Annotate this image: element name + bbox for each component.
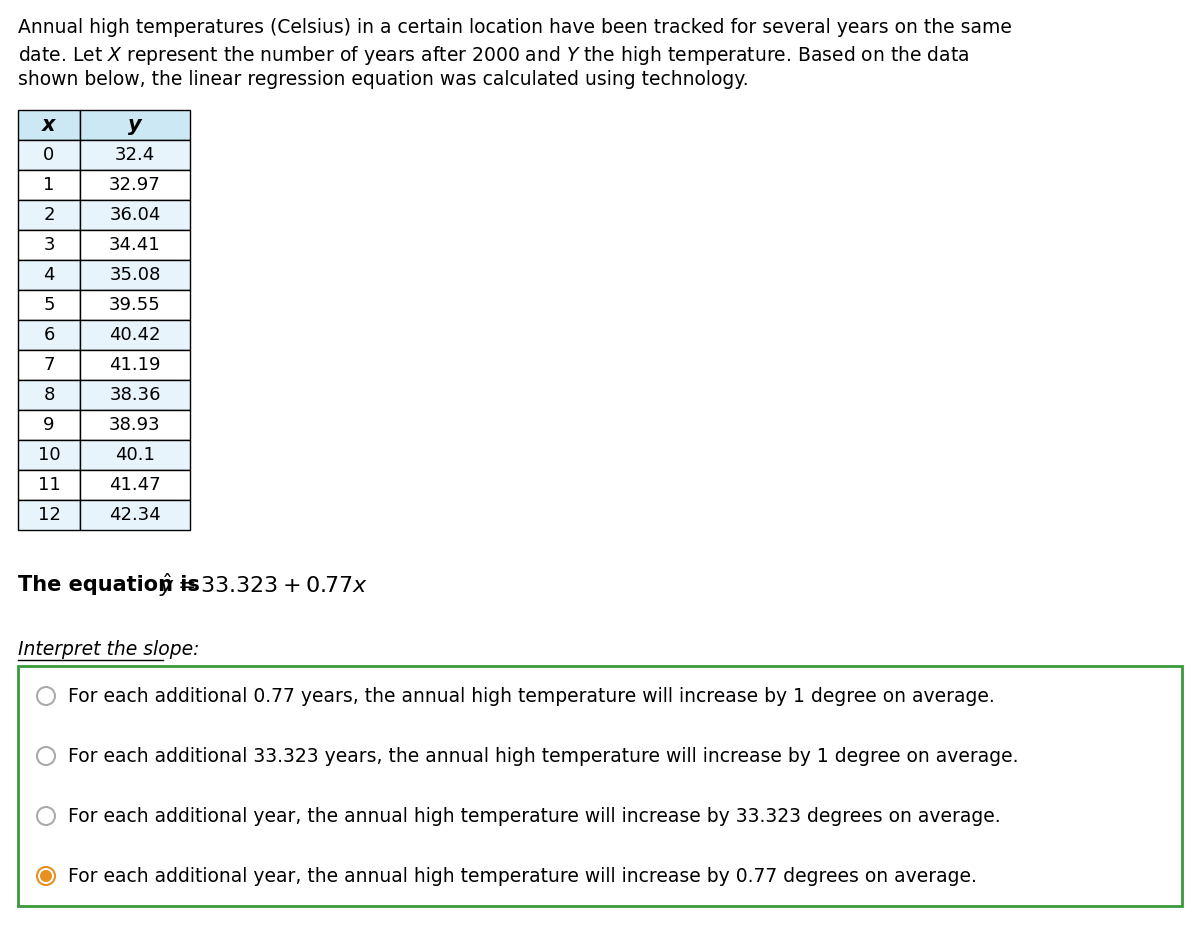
Circle shape [37, 867, 55, 885]
Bar [80, 260, 190, 290]
Text: $\hat{y} = 33.323 + 0.77x$: $\hat{y} = 33.323 + 0.77x$ [158, 571, 367, 599]
Text: 40.1: 40.1 [115, 446, 155, 464]
Text: 42.34: 42.34 [109, 506, 161, 524]
Bar [80, 170, 190, 200]
Text: For each additional year, the annual high temperature will increase by 33.323 de: For each additional year, the annual hig… [68, 806, 1001, 825]
Text: y: y [128, 115, 142, 135]
Circle shape [37, 747, 55, 765]
Bar [80, 470, 190, 500]
Bar [18, 380, 80, 410]
Bar [18, 170, 80, 200]
Text: For each additional 33.323 years, the annual high temperature will increase by 1: For each additional 33.323 years, the an… [68, 746, 1019, 766]
Bar [80, 290, 190, 320]
Text: 38.36: 38.36 [109, 386, 161, 404]
Text: 7: 7 [43, 356, 55, 374]
Bar [18, 666, 1182, 906]
Text: date. Let $X$ represent the number of years after 2000 and $Y$ the high temperat: date. Let $X$ represent the number of ye… [18, 44, 970, 67]
Bar [18, 200, 80, 230]
Bar [18, 350, 80, 380]
Text: 32.4: 32.4 [115, 146, 155, 164]
Bar [18, 140, 80, 170]
Text: 34.41: 34.41 [109, 236, 161, 254]
Bar [18, 440, 80, 470]
Text: 41.19: 41.19 [109, 356, 161, 374]
Bar [18, 500, 80, 530]
Text: 11: 11 [37, 476, 60, 494]
Text: 3: 3 [43, 236, 55, 254]
Bar [80, 500, 190, 530]
Bar [80, 230, 190, 260]
Bar [80, 410, 190, 440]
Text: 2: 2 [43, 206, 55, 224]
Text: 40.42: 40.42 [109, 326, 161, 344]
Bar [80, 320, 190, 350]
Text: x: x [42, 115, 55, 135]
Text: 10: 10 [37, 446, 60, 464]
Circle shape [37, 687, 55, 705]
Text: For each additional year, the annual high temperature will increase by 0.77 degr: For each additional year, the annual hig… [68, 867, 977, 885]
Text: 41.47: 41.47 [109, 476, 161, 494]
Text: 12: 12 [37, 506, 60, 524]
Text: 39.55: 39.55 [109, 296, 161, 314]
Text: Annual high temperatures (Celsius) in a certain location have been tracked for s: Annual high temperatures (Celsius) in a … [18, 18, 1012, 37]
Text: Interpret the slope:: Interpret the slope: [18, 640, 199, 659]
Bar [80, 380, 190, 410]
Bar [18, 230, 80, 260]
Text: 38.93: 38.93 [109, 416, 161, 434]
Bar [80, 200, 190, 230]
Text: 4: 4 [43, 266, 55, 284]
Bar [18, 290, 80, 320]
Bar [80, 140, 190, 170]
Bar [80, 350, 190, 380]
Text: 9: 9 [43, 416, 55, 434]
Text: 1: 1 [43, 176, 55, 194]
Text: 32.97: 32.97 [109, 176, 161, 194]
Bar [18, 410, 80, 440]
Text: 35.08: 35.08 [109, 266, 161, 284]
Bar [18, 260, 80, 290]
Text: For each additional 0.77 years, the annual high temperature will increase by 1 d: For each additional 0.77 years, the annu… [68, 687, 995, 706]
Text: 36.04: 36.04 [109, 206, 161, 224]
Circle shape [40, 870, 52, 882]
Text: shown below, the linear regression equation was calculated using technology.: shown below, the linear regression equat… [18, 70, 749, 89]
Bar [18, 470, 80, 500]
Text: 8: 8 [43, 386, 55, 404]
Text: The equation is: The equation is [18, 575, 208, 595]
Bar [18, 110, 80, 140]
Text: 0: 0 [43, 146, 55, 164]
Bar [80, 440, 190, 470]
Circle shape [37, 807, 55, 825]
Text: 5: 5 [43, 296, 55, 314]
Bar [18, 320, 80, 350]
Bar [80, 110, 190, 140]
Text: 6: 6 [43, 326, 55, 344]
